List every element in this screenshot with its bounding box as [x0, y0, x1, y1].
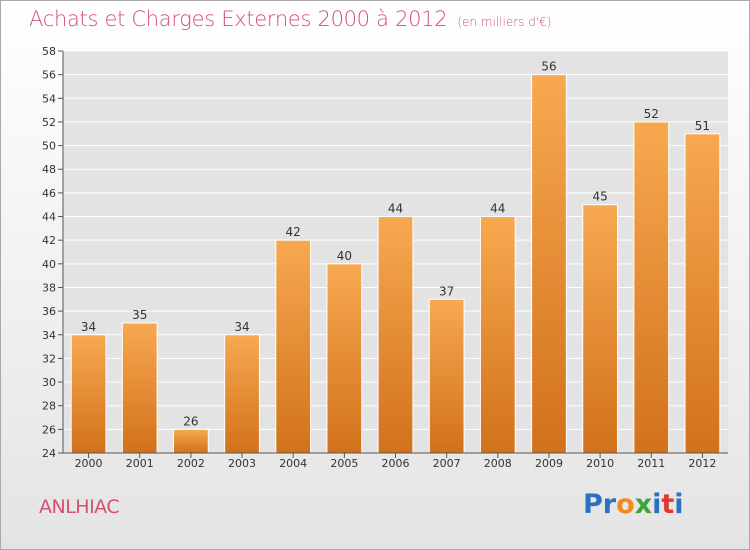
x-tick-label: 2000: [75, 457, 103, 470]
logo-letter: t: [661, 489, 675, 520]
bar: [479, 216, 516, 454]
bar-value-label: 44: [490, 202, 505, 216]
bar-value-label: 44: [388, 202, 403, 216]
logo-letter: o: [616, 489, 635, 520]
bar: [428, 298, 465, 454]
x-tick-label: 2004: [279, 457, 307, 470]
chart-subtitle: (en milliers d'€): [457, 15, 552, 29]
y-tick-label: 32: [42, 352, 56, 365]
bar: [684, 133, 721, 454]
y-tick-label: 56: [42, 69, 56, 82]
bar: [275, 239, 312, 454]
bar-value-label: 45: [592, 190, 607, 204]
bar-value-label: 56: [541, 60, 556, 74]
y-tick-label: 24: [42, 447, 56, 460]
logo-letter: i: [674, 489, 684, 520]
bar-value-label: 52: [644, 107, 659, 121]
bar: [582, 204, 619, 454]
commune-name: ANLHIAC: [39, 496, 120, 518]
y-tick-label: 54: [42, 92, 56, 105]
x-tick-label: 2007: [433, 457, 461, 470]
y-tick-label: 30: [42, 376, 56, 389]
bar: [377, 216, 414, 454]
y-tick-label: 50: [42, 140, 56, 153]
logo-letter: x: [634, 489, 653, 520]
bar: [326, 263, 363, 454]
x-tick-label: 2012: [688, 457, 716, 470]
bar-value-label: 42: [286, 225, 301, 239]
y-tick-label: 40: [42, 258, 56, 271]
bar-value-label: 40: [337, 249, 352, 263]
y-tick-label: 46: [42, 187, 56, 200]
y-tick-label: 58: [42, 45, 56, 58]
bar: [70, 334, 107, 454]
axes: 24 26 28 30 32 34 36 38 40 42 44 46 48 50 52 54 56 58 2000…: [42, 45, 728, 470]
bar: [531, 74, 567, 454]
y-tick-label: 48: [42, 163, 56, 176]
bar: [121, 322, 158, 454]
y-tick-label: 52: [42, 116, 56, 129]
bar: [224, 334, 260, 454]
y-tick-label: 38: [42, 281, 56, 294]
chart-title-text: Achats et Charges Externes 2000 à 2012: [29, 7, 448, 31]
y-tick-label: 36: [42, 305, 56, 318]
x-tick-label: 2006: [382, 457, 410, 470]
x-tick-label: 2008: [484, 457, 512, 470]
x-tick-label: 2002: [177, 457, 205, 470]
bars: 34 35 26 34 42 40 44 37 44 56 45 52 51: [70, 60, 721, 454]
bar: [172, 428, 209, 454]
y-tick-label: 28: [42, 400, 56, 413]
bar-value-label: 35: [132, 308, 147, 322]
x-tick-label: 2001: [126, 457, 154, 470]
x-tick-label: 2009: [535, 457, 563, 470]
x-tick-label: 2005: [330, 457, 358, 470]
x-tick-label: 2003: [228, 457, 256, 470]
logo-letter: P: [583, 489, 603, 520]
y-tick-label: 26: [42, 423, 56, 436]
proxiti-logo: Proxiti: [583, 489, 684, 520]
x-tick-label: 2010: [586, 457, 614, 470]
y-tick-label: 44: [42, 211, 56, 224]
bar-value-label: 26: [183, 414, 198, 428]
logo-letter: i: [652, 489, 662, 520]
chart-title: Achats et Charges Externes 2000 à 2012 (e…: [29, 7, 551, 31]
logo-letter: r: [602, 489, 617, 520]
bar-value-label: 37: [439, 284, 454, 298]
x-tick-label: 2011: [637, 457, 665, 470]
y-tick-label: 34: [42, 329, 56, 342]
bar-value-label: 34: [81, 320, 96, 334]
bar: [633, 121, 670, 454]
bar-value-label: 34: [234, 320, 249, 334]
bar-value-label: 51: [695, 119, 710, 133]
y-tick-label: 42: [42, 234, 56, 247]
